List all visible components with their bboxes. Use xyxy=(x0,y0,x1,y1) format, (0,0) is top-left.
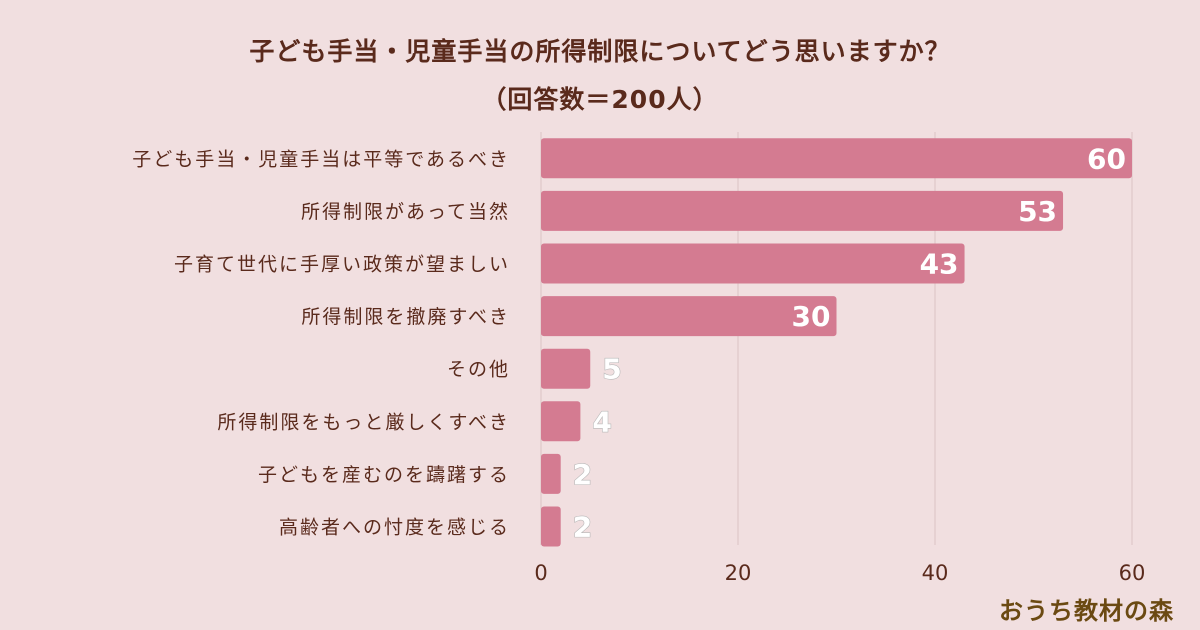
x-tick-label: 0 xyxy=(534,561,547,585)
data-label: 60 xyxy=(1087,142,1126,175)
category-label: 子育て世代に手厚い政策が望ましい xyxy=(174,254,510,276)
data-label: 53 xyxy=(1018,195,1057,228)
bar xyxy=(541,296,837,337)
category-label: 子どもを産むのを躊躇する xyxy=(258,464,510,486)
category-label: 子ども手当・児童手当は平等であるべき xyxy=(132,148,510,170)
x-tick-label: 20 xyxy=(725,561,752,585)
data-label: 30 xyxy=(792,300,831,333)
category-label: 所得制限を撤廃すべき xyxy=(301,306,510,328)
category-label: その他 xyxy=(447,359,510,381)
bar xyxy=(541,401,581,442)
x-tick-label: 40 xyxy=(922,561,949,585)
brand-logo: おうち教材の森 xyxy=(999,596,1174,625)
bar xyxy=(541,190,1064,231)
data-label: 2 xyxy=(573,511,592,544)
category-label: 所得制限があって当然 xyxy=(301,201,510,223)
x-tick-label: 60 xyxy=(1119,561,1146,585)
data-label: 5 xyxy=(602,353,621,386)
bar xyxy=(541,453,561,494)
bar xyxy=(541,138,1132,179)
category-label: 高齢者への忖度を感じる xyxy=(279,517,510,539)
category-labels: 子ども手当・児童手当は平等であるべき所得制限があって当然子育て世代に手厚い政策が… xyxy=(132,148,510,539)
category-label: 所得制限をもっと厳しくすべき xyxy=(217,411,510,433)
data-label: 4 xyxy=(592,405,611,438)
data-label: 43 xyxy=(920,248,959,281)
chart-subtitle: （回答数＝200人） xyxy=(481,85,718,114)
x-axis-ticks: 0 20 40 60 xyxy=(534,561,1145,585)
bar xyxy=(541,243,965,284)
chart-title: 子ども手当・児童手当の所得制限についてどう思いますか？ xyxy=(249,37,950,66)
data-label: 2 xyxy=(573,458,592,491)
bar xyxy=(541,506,561,547)
bar xyxy=(541,348,591,389)
